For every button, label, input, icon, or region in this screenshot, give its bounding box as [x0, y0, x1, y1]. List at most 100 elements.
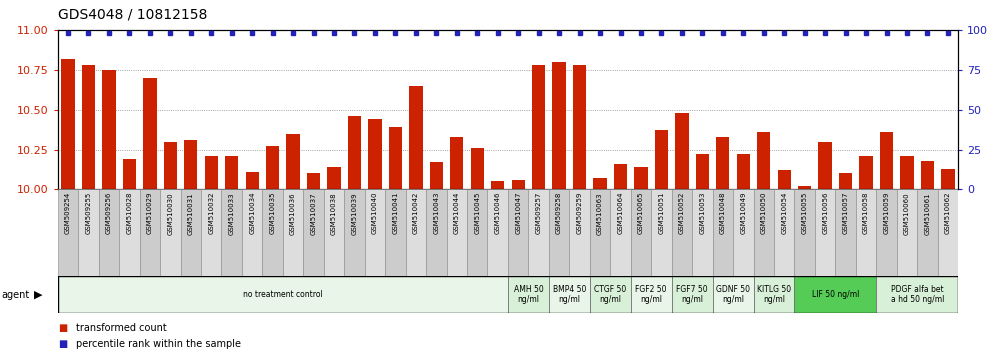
Text: GSM509255: GSM509255 [86, 192, 92, 234]
Bar [774, 189, 795, 276]
Text: GSM510041: GSM510041 [392, 192, 398, 234]
Bar [839, 173, 853, 189]
Text: GSM509257: GSM509257 [536, 192, 542, 234]
Bar [328, 167, 341, 189]
Bar [184, 140, 197, 189]
Text: transformed count: transformed count [76, 322, 166, 332]
Bar [62, 59, 75, 189]
Text: GSM510044: GSM510044 [454, 192, 460, 234]
Bar [917, 189, 937, 276]
Bar [716, 137, 729, 189]
Text: GSM510028: GSM510028 [126, 192, 132, 234]
Text: GSM510058: GSM510058 [864, 192, 870, 234]
Bar [450, 137, 463, 189]
Bar [58, 276, 508, 313]
Text: CTGF 50
ng/ml: CTGF 50 ng/ml [595, 285, 626, 304]
Bar [180, 189, 201, 276]
Bar [737, 154, 750, 189]
Text: GSM510053: GSM510053 [699, 192, 705, 234]
Bar [204, 156, 218, 189]
Text: GSM510036: GSM510036 [290, 192, 296, 235]
Bar [304, 189, 324, 276]
Bar [365, 189, 385, 276]
Text: GSM510062: GSM510062 [945, 192, 951, 234]
Text: GSM510038: GSM510038 [331, 192, 337, 235]
Bar [242, 189, 262, 276]
Text: no treatment control: no treatment control [243, 290, 323, 299]
Bar [671, 276, 712, 313]
Bar [798, 186, 812, 189]
Text: GSM510052: GSM510052 [679, 192, 685, 234]
Bar [262, 189, 283, 276]
Bar [487, 189, 508, 276]
Bar [143, 78, 156, 189]
Bar [634, 167, 647, 189]
Bar [675, 113, 688, 189]
Text: GSM510030: GSM510030 [167, 192, 173, 235]
Text: GSM510061: GSM510061 [924, 192, 930, 235]
Bar [795, 189, 815, 276]
Bar [139, 189, 160, 276]
Bar [590, 276, 630, 313]
Bar [573, 65, 587, 189]
Bar [594, 178, 607, 189]
Bar [529, 189, 549, 276]
Bar [266, 147, 279, 189]
Text: GSM510057: GSM510057 [843, 192, 849, 234]
Bar [696, 154, 709, 189]
Bar [896, 189, 917, 276]
Bar [879, 132, 893, 189]
Text: GSM510050: GSM510050 [761, 192, 767, 234]
Text: GSM510065: GSM510065 [638, 192, 644, 234]
Bar [876, 276, 958, 313]
Bar [856, 189, 876, 276]
Bar [508, 276, 549, 313]
Text: GSM510054: GSM510054 [781, 192, 787, 234]
Text: GSM510037: GSM510037 [311, 192, 317, 235]
Bar [405, 189, 426, 276]
Text: GSM510045: GSM510045 [474, 192, 480, 234]
Bar [692, 189, 712, 276]
Bar [757, 132, 770, 189]
Bar [388, 127, 402, 189]
Text: KITLG 50
ng/ml: KITLG 50 ng/ml [757, 285, 791, 304]
Bar [467, 189, 487, 276]
Bar [549, 189, 570, 276]
Text: GDS4048 / 10812158: GDS4048 / 10812158 [58, 7, 207, 21]
Bar [654, 131, 668, 189]
Text: GSM510060: GSM510060 [904, 192, 910, 235]
Bar [508, 189, 529, 276]
Text: FGF7 50
ng/ml: FGF7 50 ng/ml [676, 285, 708, 304]
Bar [283, 189, 304, 276]
Text: GSM510049: GSM510049 [740, 192, 746, 234]
Text: ■: ■ [58, 322, 67, 332]
Bar [446, 189, 467, 276]
Bar [836, 189, 856, 276]
Text: GDNF 50
ng/ml: GDNF 50 ng/ml [716, 285, 750, 304]
Bar [712, 189, 733, 276]
Text: GSM510034: GSM510034 [249, 192, 255, 234]
Bar [429, 162, 443, 189]
Text: GSM510042: GSM510042 [413, 192, 419, 234]
Bar [348, 116, 362, 189]
Text: GSM510039: GSM510039 [352, 192, 358, 235]
Bar [512, 180, 525, 189]
Bar [860, 156, 872, 189]
Text: GSM510032: GSM510032 [208, 192, 214, 234]
Bar [99, 189, 120, 276]
Bar [409, 86, 422, 189]
Text: AMH 50
ng/ml: AMH 50 ng/ml [514, 285, 543, 304]
Bar [876, 189, 896, 276]
Bar [630, 276, 671, 313]
Bar [385, 189, 405, 276]
Text: BMP4 50
ng/ml: BMP4 50 ng/ml [553, 285, 586, 304]
Text: FGF2 50
ng/ml: FGF2 50 ng/ml [635, 285, 667, 304]
Bar [79, 189, 99, 276]
Bar [426, 189, 446, 276]
Text: GSM510040: GSM510040 [372, 192, 377, 234]
Bar [549, 276, 590, 313]
Bar [815, 189, 836, 276]
Text: GSM509258: GSM509258 [556, 192, 562, 234]
Bar [733, 189, 754, 276]
Bar [937, 189, 958, 276]
